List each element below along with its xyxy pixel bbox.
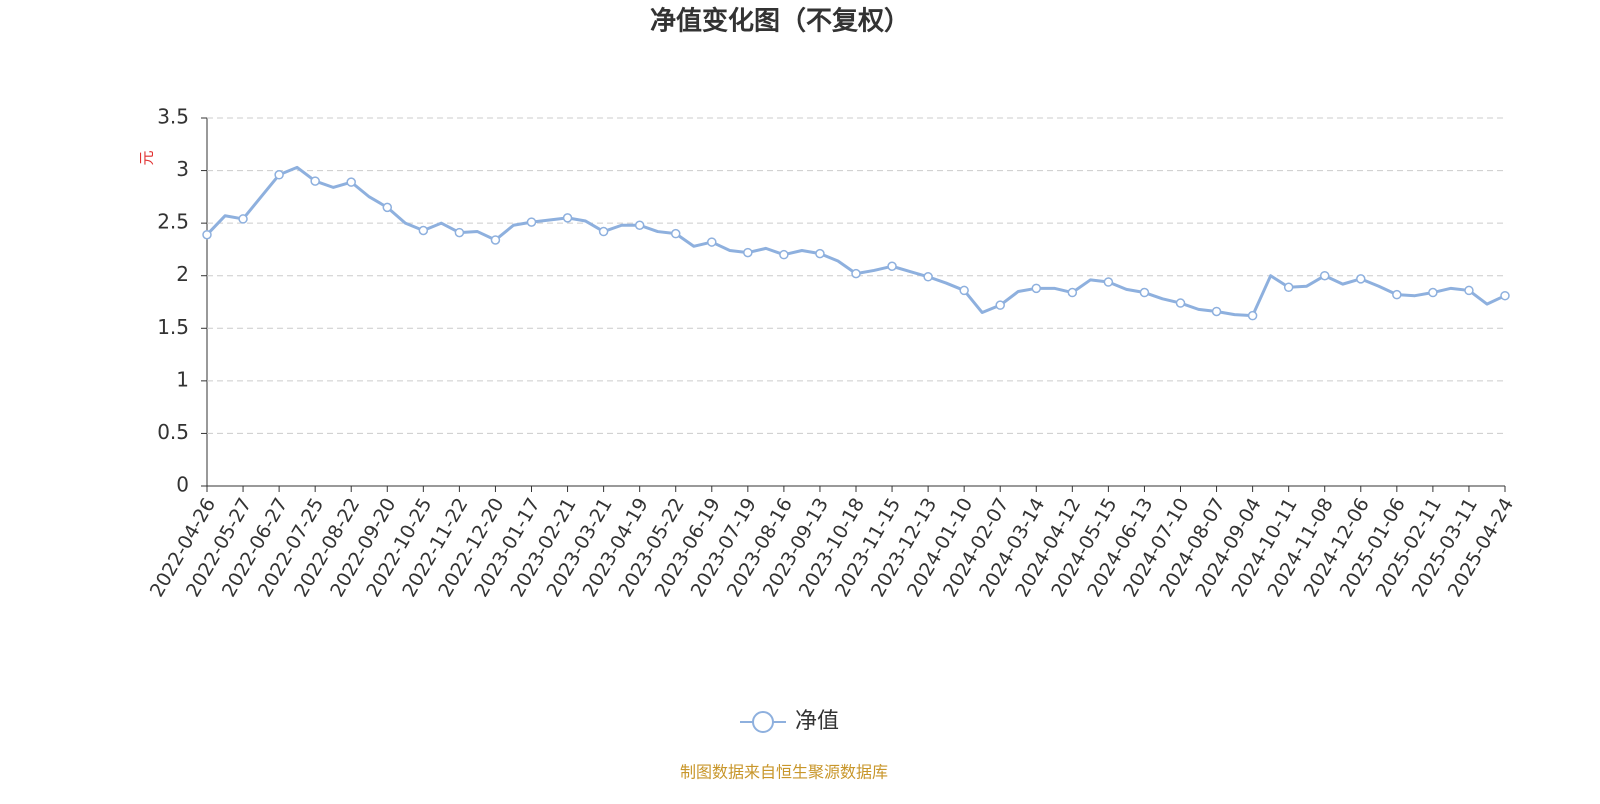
legend-label: 净值 [795,709,839,734]
y-tick-label: 0.5 [157,420,189,444]
y-tick-label: 1 [176,367,189,391]
y-tick-label: 2.5 [157,210,189,234]
point-marker [490,235,501,245]
y-tick-label: 3.5 [157,105,189,129]
source-note: 制图数据来自恒生聚源数据库 [680,763,888,782]
chart-title: 净值变化图（不复权） [650,6,910,37]
point-marker [779,249,789,260]
point-marker [1428,287,1438,298]
point-marker [598,226,609,237]
point-marker [526,217,537,227]
series-line [205,165,1506,318]
y-axis-title: 元 [138,150,156,165]
point-marker [1392,289,1402,300]
y-tick-label: 3 [176,157,189,181]
y-tick-label: 0 [176,473,189,497]
point-marker [887,261,897,272]
point-marker [815,248,825,259]
y-tick-label: 1.5 [157,315,189,339]
point-marker [670,228,681,239]
point-marker [1464,285,1474,296]
point-marker [743,247,753,258]
point-marker [1031,283,1042,294]
point-marker [310,176,320,186]
point-marker [1319,270,1330,281]
point-marker [1247,310,1258,321]
point-marker [1211,306,1222,317]
y-tick-label: 2 [176,262,189,286]
point-marker [454,227,465,238]
point-marker [274,170,284,180]
legend-symbol [752,711,774,733]
point-marker [1067,287,1078,298]
point-marker [1283,282,1294,293]
point-marker [1139,287,1150,298]
point-marker [634,220,645,230]
point-marker [923,272,933,282]
point-marker [851,268,861,279]
point-marker [995,300,1005,310]
point-marker [238,214,248,224]
point-marker [346,177,356,187]
point-marker [707,237,717,247]
point-marker [562,213,573,223]
point-marker [1500,290,1510,301]
point-marker [1103,277,1114,287]
point-marker [1175,298,1186,308]
point-marker [959,285,969,296]
point-marker [202,229,212,240]
point-marker [418,225,429,236]
point-marker [382,202,393,213]
point-marker [1356,274,1366,284]
